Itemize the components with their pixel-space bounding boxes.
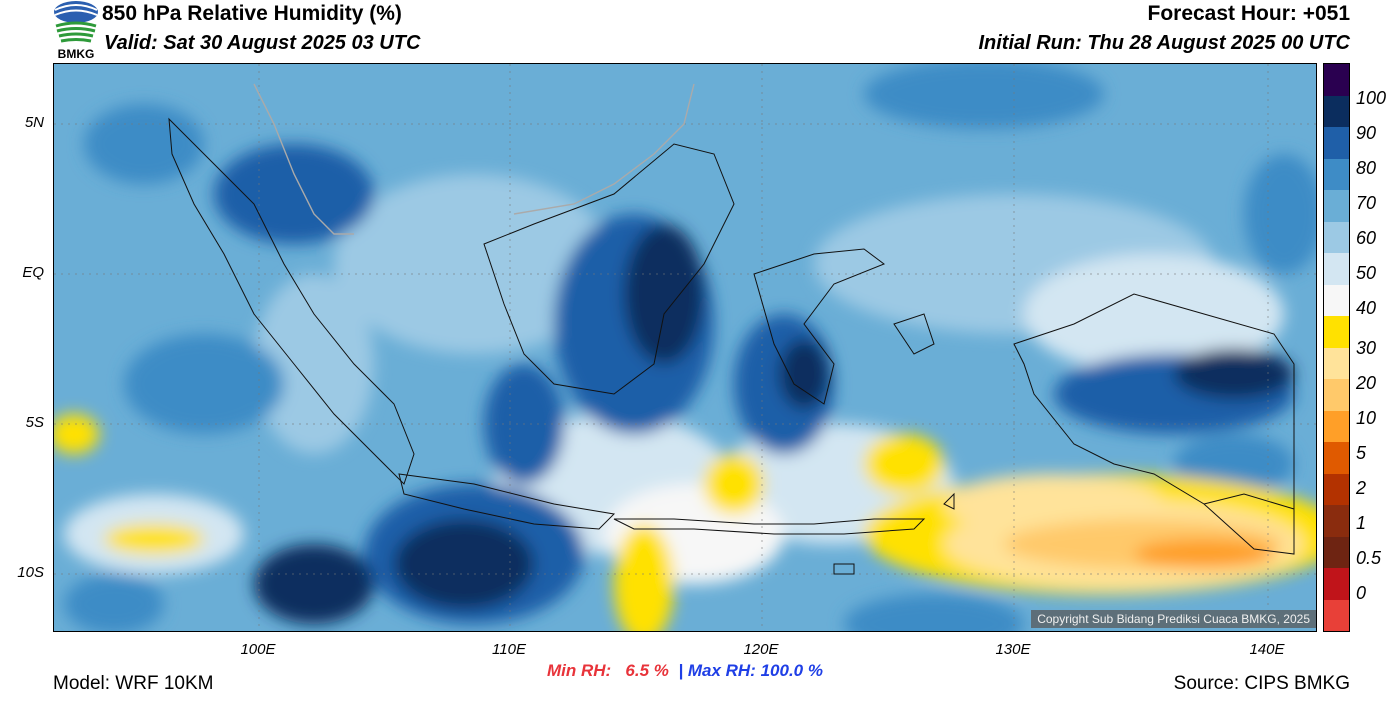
min-rh-value: 6.5 % [625, 661, 669, 680]
colorbar-label: 2 [1356, 478, 1367, 498]
colorbar-segment [1324, 127, 1349, 159]
logo-text: BMKG [58, 47, 95, 60]
source-label: Source: CIPS BMKG [1173, 673, 1350, 694]
colorbar-label: 10 [1356, 408, 1377, 428]
colorbar-label: 100 [1356, 88, 1387, 108]
bmkg-logo-icon: BMKG [52, 0, 100, 61]
lon-label: 120E [743, 641, 779, 658]
colorbar-segment [1324, 64, 1349, 96]
max-rh-label: Max RH: [687, 661, 756, 680]
valid-time: Valid: Sat 30 August 2025 03 UTC [104, 32, 421, 54]
colorbar-label: 20 [1356, 373, 1377, 393]
lat-label: 10S [17, 564, 44, 581]
rh-stats: Min RH: 6.5 % | Max RH: 100.0 % [547, 661, 823, 681]
graticule [54, 64, 1316, 631]
colorbar-segment [1324, 95, 1349, 127]
colorbar-segment [1324, 253, 1349, 285]
lon-label: 140E [1249, 641, 1285, 658]
colorbar-segment [1324, 190, 1349, 222]
colorbar-segment [1324, 442, 1349, 474]
humidity-field [54, 64, 1316, 631]
colorbar-segment [1324, 536, 1349, 568]
colorbar-segment [1324, 221, 1349, 253]
colorbar-segment [1324, 379, 1349, 411]
coastlines [168, 117, 1295, 575]
lon-label: 100E [240, 641, 276, 658]
colorbar-label: 5 [1356, 443, 1367, 463]
lon-label: 130E [995, 641, 1031, 658]
colorbar-label: 30 [1356, 338, 1377, 358]
humidity-map [53, 63, 1317, 632]
chart-title: 850 hPa Relative Humidity (%) [102, 2, 402, 25]
colorbar-label: 70 [1356, 193, 1377, 213]
stats-separator: | [678, 661, 684, 680]
colorbar-label: 40 [1356, 298, 1377, 318]
lat-label: 5S [25, 414, 44, 431]
lon-label: 110E [492, 641, 526, 658]
colorbar-label: 0.5 [1356, 548, 1382, 568]
colorbar-label: 60 [1356, 228, 1377, 248]
country-borders [253, 83, 695, 235]
min-rh-label: Min RH: [547, 661, 612, 680]
max-rh-value: 100.0 % [760, 661, 823, 680]
lat-label: 5N [24, 114, 44, 131]
forecast-hour: Forecast Hour: +051 [1147, 2, 1351, 25]
colorbar-segment [1324, 505, 1349, 537]
colorbar-segment [1324, 284, 1349, 316]
lat-label: EQ [22, 264, 44, 281]
colorbar-segment [1324, 473, 1349, 505]
colorbar-label: 1 [1356, 513, 1367, 533]
colorbar-label: 50 [1356, 263, 1377, 283]
colorbar-segment [1324, 347, 1349, 379]
colorbar-segment [1324, 316, 1349, 348]
colorbar-segment [1324, 158, 1349, 190]
colorbar [1323, 63, 1350, 632]
copyright-notice: Copyright Sub Bidang Prediksi Cuaca BMKG… [1031, 610, 1316, 628]
colorbar-label: 0 [1356, 583, 1367, 603]
colorbar-label: 90 [1356, 123, 1377, 143]
model-label: Model: WRF 10KM [53, 673, 214, 694]
colorbar-label: 80 [1356, 158, 1377, 178]
initial-run: Initial Run: Thu 28 August 2025 00 UTC [978, 32, 1350, 54]
colorbar-segment [1324, 599, 1349, 631]
colorbar-segment [1324, 568, 1349, 600]
colorbar-segment [1324, 410, 1349, 442]
